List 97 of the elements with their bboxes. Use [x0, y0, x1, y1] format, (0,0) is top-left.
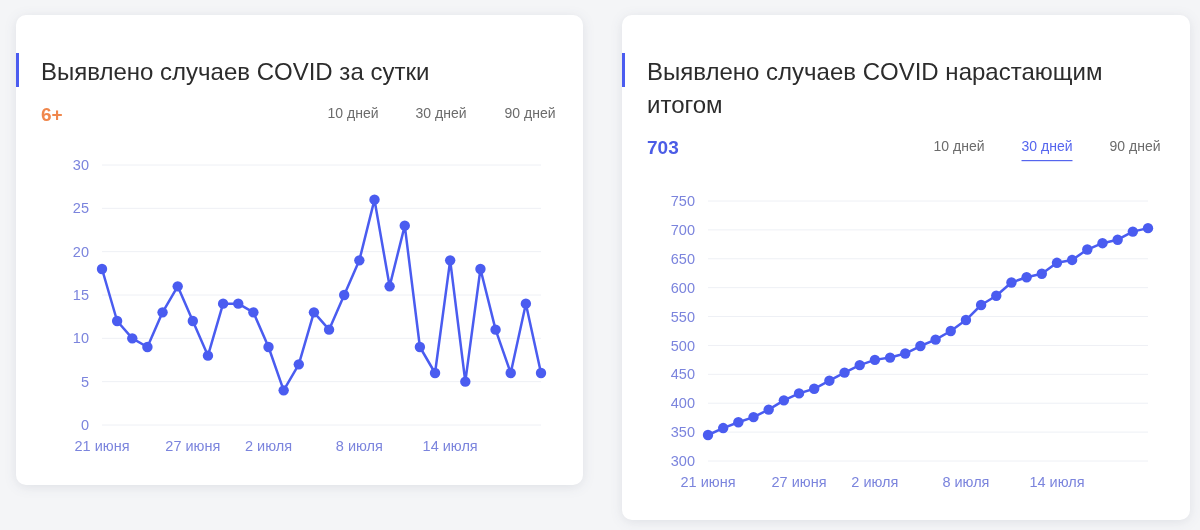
point — [172, 281, 183, 292]
point — [1142, 222, 1154, 234]
x-tick-label: 21 июня — [74, 438, 130, 454]
chart-subtitle: 6+ — [41, 104, 63, 125]
y-tick-label: 30 — [72, 157, 89, 174]
point — [915, 340, 926, 352]
point — [1006, 277, 1017, 288]
point — [535, 367, 547, 379]
point — [991, 290, 1002, 301]
point — [702, 429, 714, 441]
text: 10 дней — [327, 105, 379, 121]
point — [975, 299, 987, 311]
point — [824, 375, 835, 386]
point — [839, 367, 850, 378]
chart-subtitle: 703 — [647, 137, 679, 158]
text: 90 дней — [504, 105, 556, 121]
point — [960, 314, 972, 326]
point — [793, 388, 805, 399]
point — [429, 367, 441, 379]
point — [505, 367, 516, 379]
text: 90 дней — [1109, 138, 1161, 154]
x-tick-label: 14 июля — [1029, 474, 1085, 490]
x-tick-label: 27 июня — [165, 438, 221, 454]
x-tick-label: 8 июля — [335, 438, 383, 454]
point — [460, 376, 471, 387]
y-tick-label: 0 — [80, 417, 89, 434]
y-tick-label: 500 — [670, 337, 695, 354]
point — [399, 220, 410, 231]
point — [187, 315, 199, 327]
x-tick-label: 2 июля — [851, 474, 899, 490]
point — [111, 315, 123, 327]
text: 10 дней — [933, 138, 985, 154]
point — [233, 298, 244, 309]
y-tick-label: 300 — [670, 453, 695, 470]
x-tick-label: 21 июня — [680, 474, 736, 490]
point — [1097, 237, 1108, 249]
point — [157, 307, 168, 318]
point — [733, 417, 744, 428]
point — [900, 348, 911, 359]
point — [717, 422, 729, 434]
point — [339, 289, 350, 301]
point — [809, 383, 820, 394]
x-tick-label: 14 июля — [422, 438, 478, 454]
point — [1051, 257, 1063, 269]
point — [308, 307, 320, 318]
y-tick-label: 600 — [670, 279, 695, 296]
point — [293, 359, 304, 370]
chart-title: Выявлено случаев COVID нарастающим итогом — [647, 58, 1103, 118]
point — [854, 359, 865, 371]
point — [475, 263, 486, 275]
point — [778, 395, 790, 406]
point — [490, 324, 501, 335]
y-tick-label: 750 — [670, 193, 695, 210]
point — [217, 298, 229, 309]
y-tick-label: 400 — [670, 395, 695, 412]
x-tick-label: 8 июля — [942, 474, 990, 490]
point — [202, 350, 214, 361]
point — [369, 194, 380, 205]
point — [354, 255, 365, 266]
point — [444, 255, 456, 266]
chart-title: Выявлено случаев COVID за сутки — [41, 58, 430, 85]
point — [1112, 234, 1123, 245]
point — [884, 352, 896, 363]
point — [414, 341, 426, 353]
point — [748, 411, 759, 423]
y-tick-label: 350 — [670, 424, 695, 441]
y-tick-label: 650 — [670, 250, 695, 267]
point — [263, 341, 274, 353]
point — [96, 263, 108, 275]
x-tick-label: 27 июня — [771, 474, 827, 490]
text: 30 дней — [1021, 138, 1073, 154]
point — [248, 307, 259, 318]
y-tick-label: 25 — [72, 200, 89, 217]
point — [763, 404, 774, 415]
y-tick-label: 10 — [72, 330, 89, 347]
y-tick-label: 15 — [72, 287, 89, 304]
point — [869, 354, 881, 366]
point — [1082, 244, 1093, 255]
point — [945, 325, 956, 337]
point — [1066, 254, 1078, 266]
point — [384, 281, 395, 292]
point — [520, 298, 532, 309]
y-tick-label: 700 — [670, 221, 695, 238]
point — [1127, 226, 1139, 237]
y-tick-label: 550 — [670, 308, 695, 325]
text: 30 дней — [415, 105, 467, 121]
point — [1021, 272, 1032, 283]
point — [323, 324, 335, 335]
y-tick-label: 5 — [80, 373, 89, 390]
y-tick-label: 20 — [72, 243, 89, 260]
point — [278, 385, 289, 396]
y-tick-label: 450 — [670, 366, 695, 383]
point — [142, 341, 153, 353]
point — [930, 334, 941, 345]
point — [127, 333, 138, 344]
x-tick-label: 2 июля — [244, 438, 293, 454]
point — [1036, 268, 1047, 279]
